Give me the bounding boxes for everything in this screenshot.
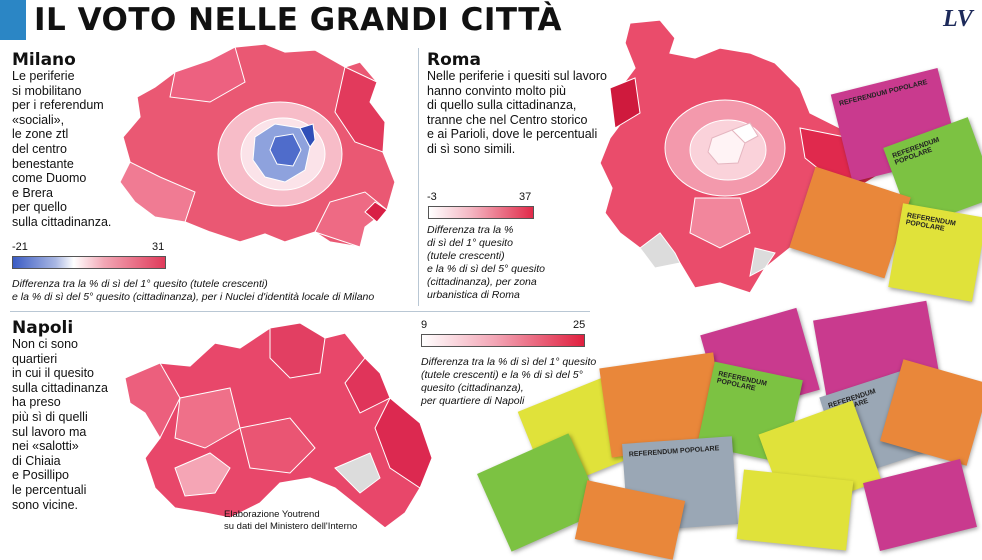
milano-map [119,43,396,248]
ballot-heading: REFERENDUM POPOLARE [838,79,929,108]
milano-legend-caption: Differenza tra la % di sì del 1° quesito… [12,278,375,303]
roma-periphery-zone [689,197,751,249]
milano-title: Milano [12,50,76,70]
napoli-legend-caption: Differenza tra la % di sì del 1° quesito… [421,356,597,407]
milano-periphery-zone [334,66,386,153]
napoli-port-area [334,452,381,494]
roma-description: Nelle periferie i quesiti sul lavoro han… [427,69,607,156]
ballot-heading: REFERENDUM POPOLARE [905,212,957,233]
roma-color-scale [428,206,534,219]
roma-title: Roma [427,50,481,70]
milano-centre-zone [269,133,302,167]
milano-periphery-zone [169,46,246,103]
roma-parioli [731,122,759,144]
napoli-quartiere [124,362,181,440]
milano-scale-max: 31 [152,241,165,253]
roma-legend-caption: Differenza tra la % di sì del 1° quesito… [427,224,546,301]
data-credit: Elaborazione Youtrend su dati del Minist… [224,509,358,532]
roma-scale-max: 37 [519,191,532,203]
ballot-paper: REFERENDUM POPOLARE [888,203,982,302]
napoli-title: Napoli [12,318,74,338]
page-title: IL VOTO NELLE GRANDI CITTÀ [34,2,562,38]
publication-logo: LV [943,6,973,32]
napoli-quartiere [239,417,316,474]
napoli-quartiere [374,397,433,489]
ballot-paper [863,458,977,552]
ballot-paper [736,469,854,551]
napoli-quartiere [269,322,326,379]
milano-periphery-zone [119,161,196,223]
roma-excluded-zone [749,247,776,277]
milano-description: Le periferie si mobilitano per i referen… [12,69,112,229]
napoli-quartiere [174,387,241,449]
roma-periphery-zone [609,77,641,129]
roma-scale-min: -3 [427,191,437,203]
ballot-papers-illustration: REFERENDUM POPOLARE REFERENDUM POPOLARE … [440,20,982,560]
napoli-scale-max: 25 [573,319,586,331]
napoli-description: Non ci sono quartieri in cui il quesito … [12,337,108,512]
ballot-heading: REFERENDUM POPOLARE [628,445,720,459]
milano-periphery-zone [364,201,388,223]
vertical-divider [418,48,419,306]
napoli-map [124,322,433,529]
napoli-color-scale [421,334,585,347]
milano-scale-min: -21 [12,241,28,253]
napoli-scale-min: 9 [421,319,428,331]
napoli-quartiere [344,357,391,414]
horizontal-divider [10,311,590,312]
roma-excluded-zone [639,232,681,269]
title-accent-bar [0,0,26,40]
milano-centre-zone [299,123,316,148]
milano-color-scale [12,256,166,269]
napoli-posillipo-chiaia [174,452,231,497]
